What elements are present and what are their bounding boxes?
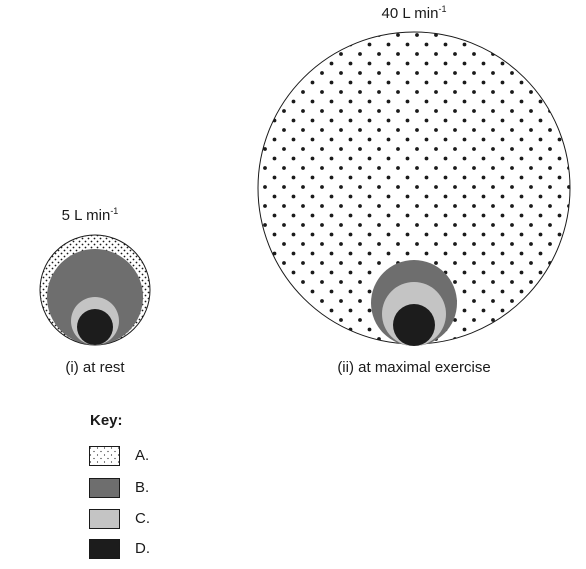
key-label-c: C. <box>135 510 150 527</box>
rest-circle-group <box>39 234 151 346</box>
rest-flow-label: 5 L min-1 <box>61 206 119 224</box>
exercise-region-d <box>393 304 435 346</box>
key-swatch-d <box>89 539 120 559</box>
key-swatch-b <box>89 478 120 498</box>
key-swatch-a <box>89 446 120 466</box>
rest-region-d <box>77 309 113 345</box>
key-label-b: B. <box>135 479 150 496</box>
key-label-a: A. <box>135 447 150 464</box>
exercise-circle-group <box>257 31 571 346</box>
key-swatch-c <box>89 509 120 529</box>
exercise-flow-label: 40 L min-1 <box>381 4 447 22</box>
exercise-caption: (ii) at maximal exercise <box>337 359 491 376</box>
key-label-d: D. <box>135 540 150 557</box>
rest-caption: (i) at rest <box>65 359 125 376</box>
key-title: Key: <box>90 412 123 429</box>
